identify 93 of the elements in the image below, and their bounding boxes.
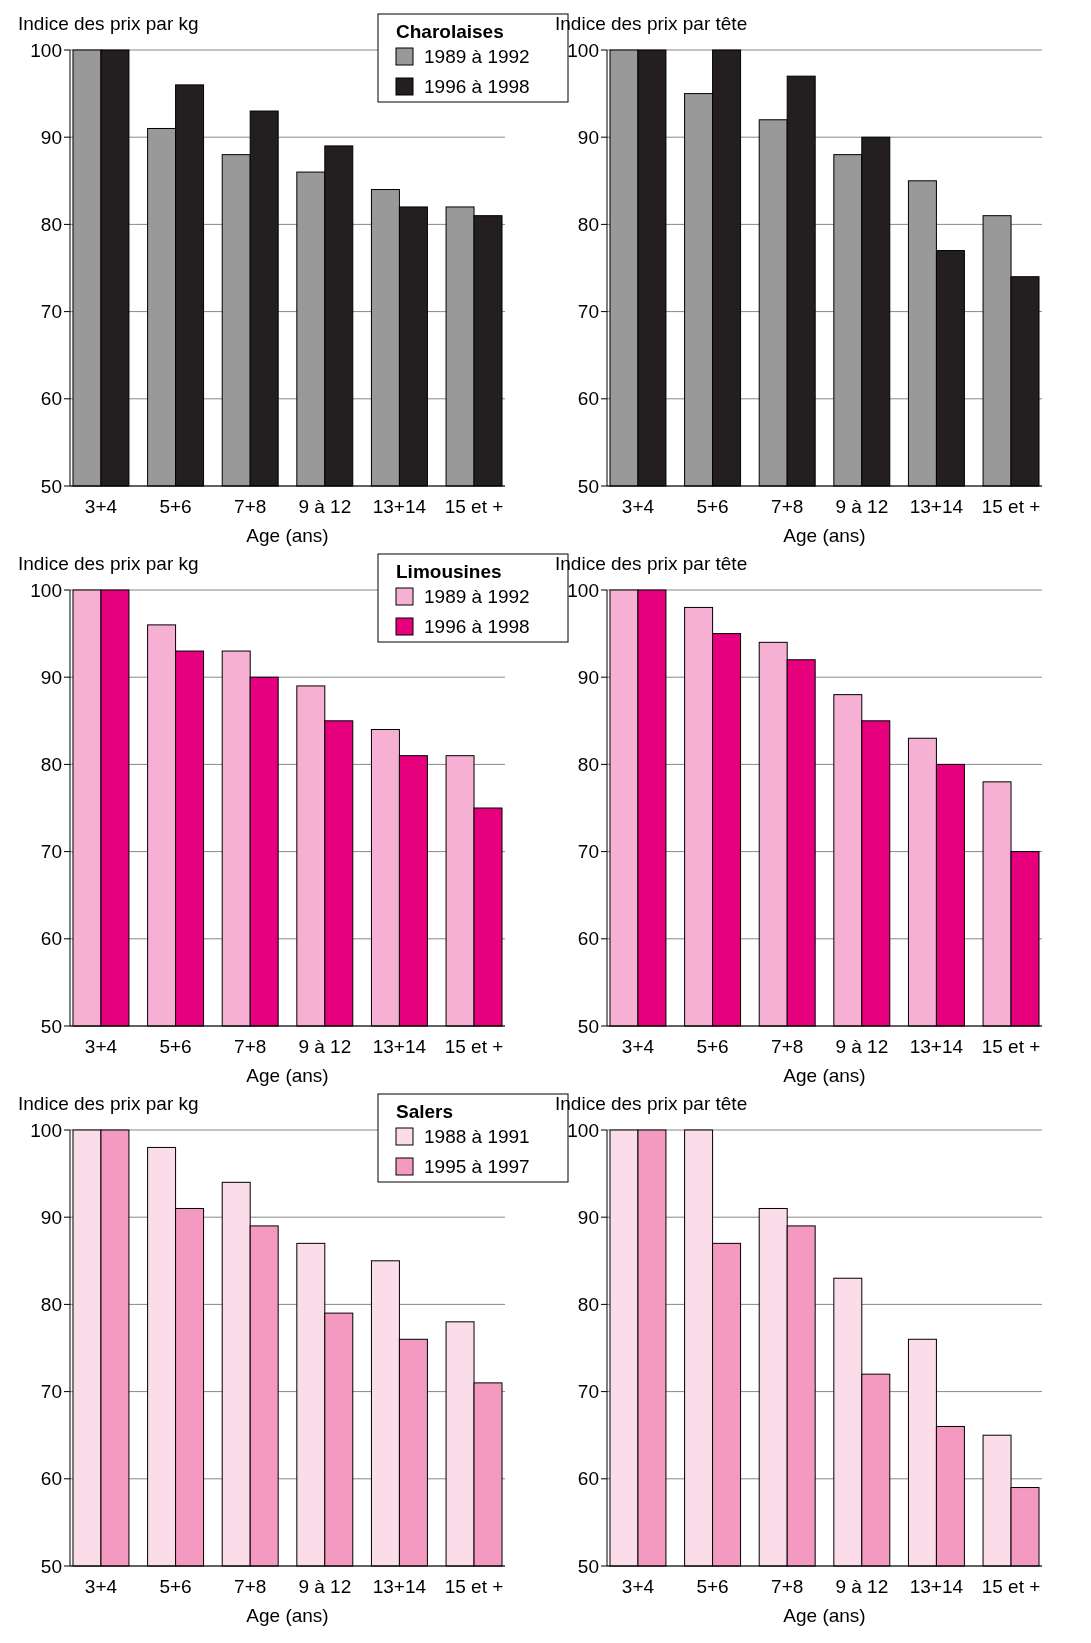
x-tick-label: 5+6 [696,1036,729,1057]
y-tick-label: 60 [40,928,62,950]
y-tick-label: 60 [40,388,62,410]
x-tick-label: 7+8 [771,496,804,517]
y-tick-label: 70 [577,301,599,323]
legend-title: Charolaises [396,21,504,42]
y-tick-label: 50 [40,475,62,497]
y-tick-label: 50 [40,1555,62,1577]
x-tick-label: 13+14 [372,1576,427,1597]
x-tick-label: 5+6 [696,496,729,517]
y-axis-title: Indice des prix par tête [555,1093,748,1114]
y-tick-label: 70 [40,1381,62,1403]
x-tick-label: 15 et + [444,1036,504,1057]
x-tick-label: 7+8 [234,496,267,517]
x-tick-label: 5+6 [696,1576,729,1597]
y-tick-label: 60 [577,928,599,950]
y-tick-label: 90 [577,126,599,148]
x-tick-label: 9 à 12 [835,1576,889,1597]
x-axis-title: Age (ans) [246,525,329,546]
y-tick-label: 70 [577,841,599,863]
x-tick-label: 9 à 12 [298,1576,352,1597]
x-tick-label: 3+4 [84,1036,118,1057]
y-tick-label: 50 [577,475,599,497]
y-tick-label: 100 [30,1119,62,1141]
legend-label: 1989 à 1992 [424,46,530,67]
y-tick-label: 90 [577,666,599,688]
legend-label: 1988 à 1991 [424,1126,530,1147]
y-axis-title: Indice des prix par tête [555,553,748,574]
x-tick-label: 3+4 [621,1576,655,1597]
y-tick-label: 80 [577,214,599,236]
x-tick-label: 13+14 [909,1036,964,1057]
y-tick-label: 80 [40,214,62,236]
x-tick-label: 15 et + [981,1576,1041,1597]
x-tick-label: 15 et + [981,1036,1041,1057]
y-tick-label: 50 [40,1015,62,1037]
x-tick-label: 5+6 [159,1576,192,1597]
x-tick-label: 13+14 [372,496,427,517]
y-tick-label: 90 [577,1206,599,1228]
x-tick-label: 9 à 12 [835,496,889,517]
y-axis-title: Indice des prix par tête [555,13,748,34]
y-tick-label: 70 [577,1381,599,1403]
x-tick-label: 7+8 [234,1576,267,1597]
legend-title: Limousines [396,561,502,582]
legend-label: 1996 à 1998 [424,616,530,637]
y-tick-label: 50 [577,1015,599,1037]
x-tick-label: 9 à 12 [298,496,352,517]
y-tick-label: 80 [40,1294,62,1316]
y-tick-label: 80 [577,754,599,776]
y-tick-label: 100 [30,579,62,601]
y-axis-title: Indice des prix par kg [18,13,199,34]
x-tick-label: 15 et + [981,496,1041,517]
x-tick-label: 13+14 [909,496,964,517]
x-tick-label: 3+4 [84,1576,118,1597]
x-tick-label: 15 et + [444,496,504,517]
x-axis-title: Age (ans) [783,1605,866,1626]
x-tick-label: 7+8 [771,1036,804,1057]
y-tick-label: 50 [577,1555,599,1577]
legend-label: 1989 à 1992 [424,586,530,607]
y-tick-label: 70 [40,841,62,863]
y-tick-label: 80 [40,754,62,776]
y-tick-label: 60 [577,388,599,410]
x-axis-title: Age (ans) [246,1065,329,1086]
x-tick-label: 3+4 [621,496,655,517]
y-tick-label: 90 [40,666,62,688]
x-axis-title: Age (ans) [783,1065,866,1086]
x-tick-label: 7+8 [771,1576,804,1597]
x-axis-title: Age (ans) [783,525,866,546]
y-axis-title: Indice des prix par kg [18,553,199,574]
y-tick-label: 100 [567,579,599,601]
x-tick-label: 15 et + [444,1576,504,1597]
x-axis-title: Age (ans) [246,1605,329,1626]
x-tick-label: 7+8 [234,1036,267,1057]
x-tick-label: 13+14 [372,1036,427,1057]
x-tick-label: 3+4 [84,496,118,517]
y-tick-label: 90 [40,1206,62,1228]
x-tick-label: 5+6 [159,1036,192,1057]
y-tick-label: 70 [40,301,62,323]
x-tick-label: 9 à 12 [298,1036,352,1057]
x-tick-label: 13+14 [909,1576,964,1597]
x-tick-label: 5+6 [159,496,192,517]
legend-label: 1995 à 1997 [424,1156,530,1177]
x-tick-label: 3+4 [621,1036,655,1057]
y-tick-label: 60 [40,1468,62,1490]
legend-label: 1996 à 1998 [424,76,530,97]
y-tick-label: 100 [30,39,62,61]
y-tick-label: 100 [567,1119,599,1141]
legend-title: Salers [396,1101,454,1122]
y-tick-label: 90 [40,126,62,148]
y-axis-title: Indice des prix par kg [18,1093,199,1114]
y-tick-label: 100 [567,39,599,61]
y-tick-label: 60 [577,1468,599,1490]
y-tick-label: 80 [577,1294,599,1316]
x-tick-label: 9 à 12 [835,1036,889,1057]
